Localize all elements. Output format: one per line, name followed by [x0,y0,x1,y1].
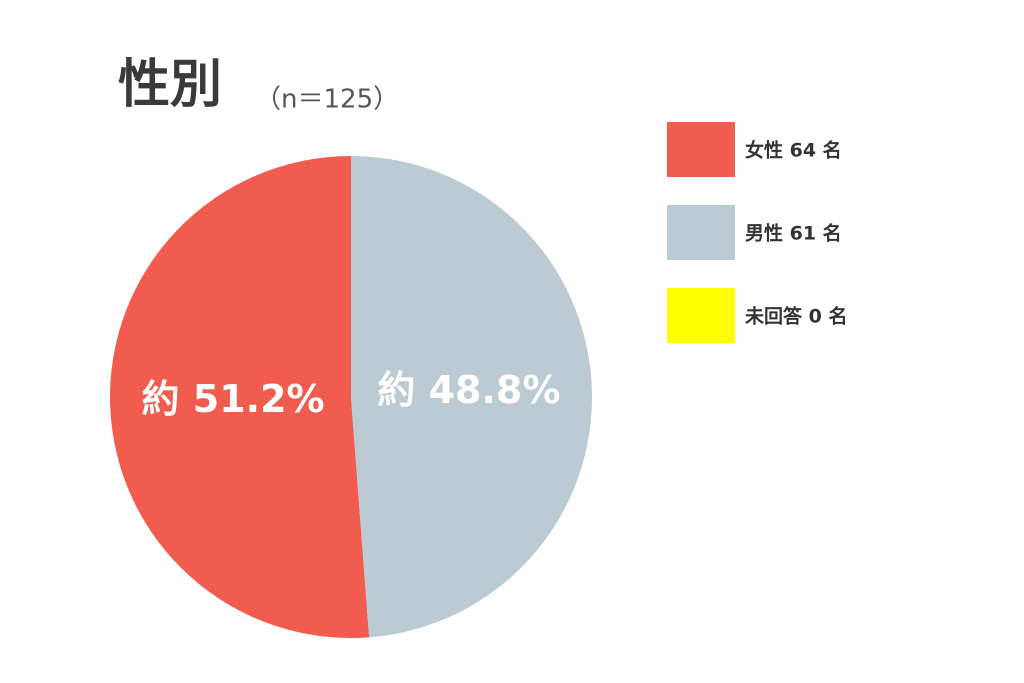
pie-slice [110,156,370,638]
data-label: 約 51.2% [142,377,325,421]
legend-label: 男性 61 名 [745,222,842,245]
pie-slice [351,156,593,638]
chart-subtitle: （n＝125） [255,85,399,115]
legend-label: 女性 64 名 [745,139,842,162]
legend-swatch [667,122,735,177]
legend-swatch [667,288,735,343]
data-label: 約 48.8% [377,368,560,412]
legend-label: 未回答 0 名 [744,305,847,328]
legend-swatch [667,205,735,260]
chart-title: 性別 [118,55,222,115]
